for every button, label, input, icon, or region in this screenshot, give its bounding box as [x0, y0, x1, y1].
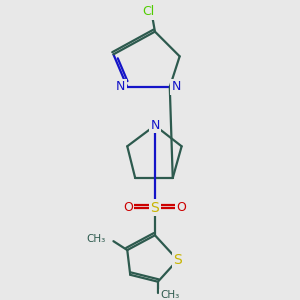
Text: O: O — [177, 201, 187, 214]
Text: O: O — [123, 201, 133, 214]
Text: CH₃: CH₃ — [160, 290, 179, 300]
Text: N: N — [172, 80, 181, 94]
Text: S: S — [151, 201, 159, 214]
Text: N: N — [116, 80, 125, 94]
Text: Cl: Cl — [142, 5, 154, 18]
Text: S: S — [173, 253, 182, 267]
Text: N: N — [150, 119, 160, 132]
Text: CH₃: CH₃ — [86, 234, 106, 244]
